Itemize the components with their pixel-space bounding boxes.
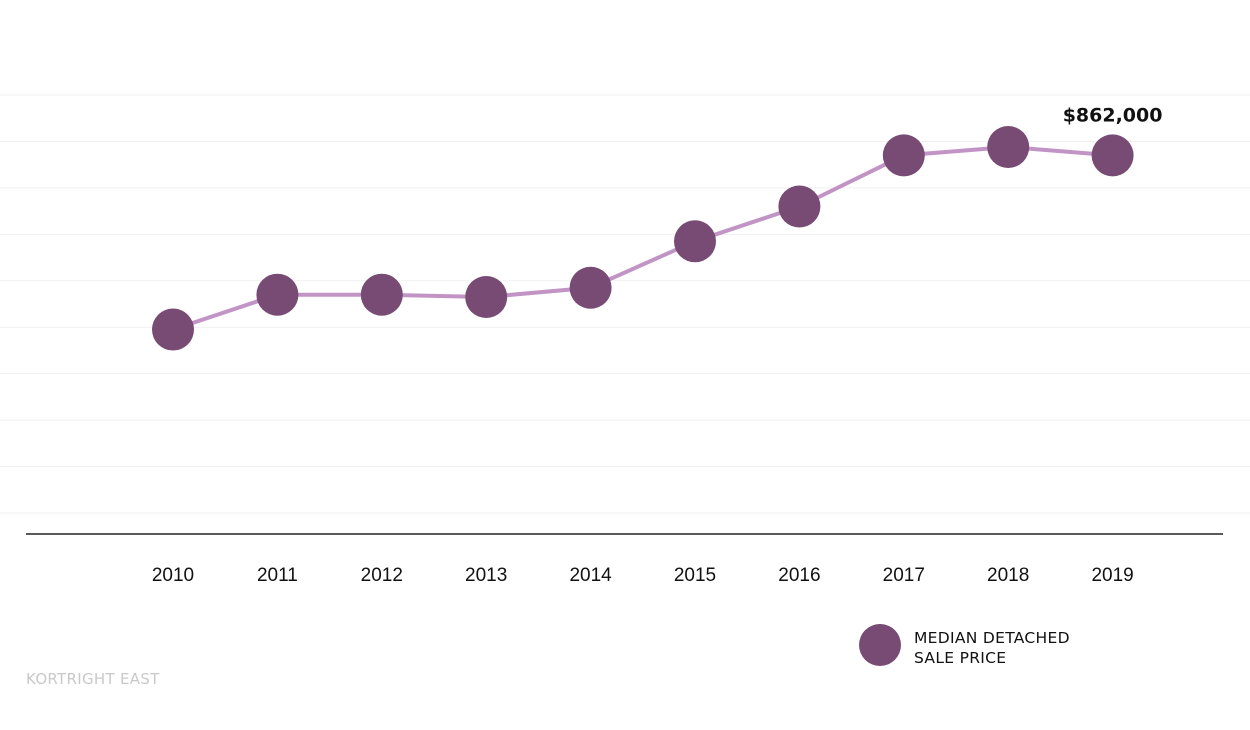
data-label-2019: $862,000 [1063, 104, 1163, 126]
data-point-2012 [360, 273, 403, 316]
data-point-2013 [465, 276, 508, 319]
data-point-2016 [778, 185, 821, 228]
x-tick-label-2011: 2011 [257, 565, 298, 586]
x-tick-label-2012: 2012 [361, 565, 403, 586]
data-point-2010 [152, 308, 194, 351]
legend-label-line-2: SALE PRICE [914, 649, 1006, 667]
data-point-2011 [256, 273, 299, 316]
data-point-2017 [882, 134, 925, 177]
x-tick-label-2010: 2010 [152, 565, 194, 586]
series-line [172, 145, 1113, 332]
watermark: KORTRIGHT EAST [26, 670, 160, 688]
gridlines [0, 94, 1250, 514]
data-point-2015 [674, 220, 716, 263]
x-tick-label-2013: 2013 [465, 565, 507, 586]
legend-label-line-1: MEDIAN DETACHED [914, 629, 1070, 647]
data-point-2019 [1091, 134, 1134, 177]
x-tick-label-2015: 2015 [674, 565, 716, 586]
data-point-2018 [987, 126, 1030, 169]
x-tick-label-2016: 2016 [778, 565, 820, 586]
tick-labels: 2010 2011 2012 2013 2014 2015 2016 2017 2018 2019 [152, 565, 1134, 586]
x-tick-label-2019: 2019 [1091, 565, 1133, 586]
x-tick-label-2017: 2017 [883, 565, 925, 586]
legend-marker [859, 624, 901, 666]
data-point-2014 [569, 266, 612, 309]
series-median-detached-sale-price [152, 126, 1134, 351]
legend: MEDIAN DETACHED SALE PRICE [859, 624, 1070, 667]
x-tick-label-2014: 2014 [569, 565, 612, 586]
x-tick-label-2018: 2018 [987, 565, 1029, 586]
annotations: $862,000 [1063, 104, 1163, 126]
